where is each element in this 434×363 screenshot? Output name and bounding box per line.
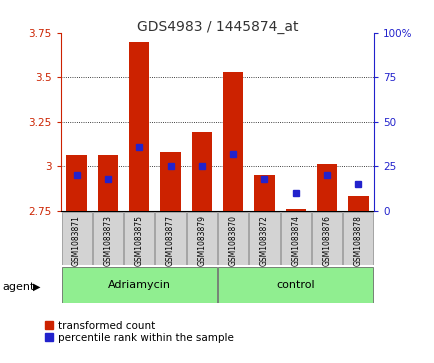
Bar — [342, 212, 373, 265]
Bar — [186, 212, 217, 265]
Text: GSM1083873: GSM1083873 — [103, 215, 112, 266]
Text: control: control — [276, 280, 314, 290]
Text: GSM1083875: GSM1083875 — [135, 215, 143, 266]
Text: GSM1083872: GSM1083872 — [260, 215, 268, 266]
Bar — [129, 41, 149, 211]
Bar — [249, 212, 279, 265]
Bar — [348, 196, 368, 211]
Bar — [92, 212, 123, 265]
Bar — [217, 212, 248, 265]
Text: GSM1083870: GSM1083870 — [228, 215, 237, 266]
Bar — [217, 267, 373, 303]
Text: ▶: ▶ — [33, 282, 40, 292]
Text: agent: agent — [2, 282, 34, 292]
Text: Adriamycin: Adriamycin — [108, 280, 170, 290]
Bar — [223, 72, 243, 211]
Text: GSM1083871: GSM1083871 — [72, 215, 81, 266]
Legend: transformed count, percentile rank within the sample: transformed count, percentile rank withi… — [44, 321, 233, 343]
Bar — [280, 212, 310, 265]
Bar — [191, 132, 211, 211]
Bar — [124, 212, 154, 265]
Text: GSM1083874: GSM1083874 — [291, 215, 299, 266]
Bar — [66, 155, 86, 211]
Bar — [61, 212, 92, 265]
Text: GSM1083879: GSM1083879 — [197, 215, 206, 266]
Text: GSM1083876: GSM1083876 — [322, 215, 331, 266]
Text: GDS4983 / 1445874_at: GDS4983 / 1445874_at — [136, 20, 298, 34]
Text: GSM1083878: GSM1083878 — [353, 215, 362, 266]
Bar — [316, 164, 336, 211]
Bar — [98, 155, 118, 211]
Bar — [311, 212, 342, 265]
Bar — [155, 212, 185, 265]
Bar — [61, 267, 217, 303]
Bar — [160, 152, 180, 211]
Bar — [285, 209, 305, 211]
Bar — [254, 175, 274, 211]
Text: GSM1083877: GSM1083877 — [166, 215, 174, 266]
